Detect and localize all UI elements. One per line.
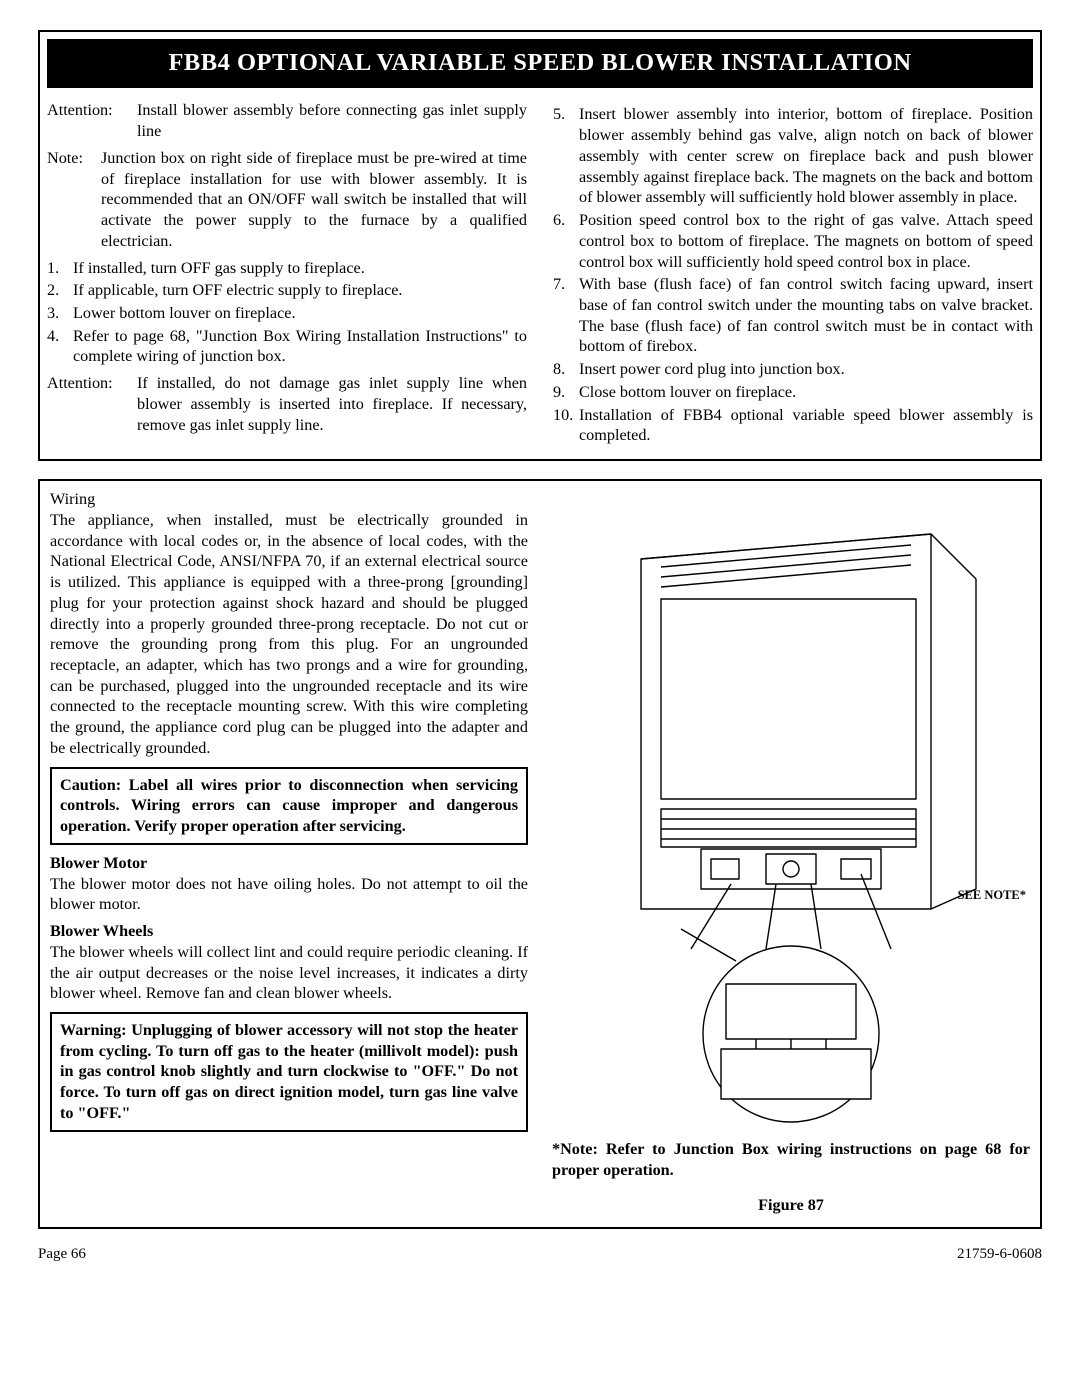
step-text: Installation of FBB4 optional variable s…	[579, 405, 1033, 446]
wiring-body: The appliance, when installed, must be e…	[50, 510, 528, 759]
step-number: 4.	[47, 326, 73, 367]
left-steps-list: 1.If installed, turn OFF gas supply to f…	[47, 258, 527, 368]
step-text: Refer to page 68, "Junction Box Wiring I…	[73, 326, 527, 367]
blower-wheels-body: The blower wheels will collect lint and …	[50, 942, 528, 1004]
wiring-heading: Wiring	[50, 489, 528, 510]
step-text: Close bottom louver on fireplace.	[579, 382, 1033, 403]
step-item: 3.Lower bottom louver on fireplace.	[47, 303, 527, 324]
step-number: 9.	[553, 382, 579, 403]
step-text: If applicable, turn OFF electric supply …	[73, 280, 527, 301]
step-item: 9.Close bottom louver on fireplace.	[553, 382, 1033, 403]
warning-box: Warning: Unplugging of blower accessory …	[50, 1012, 528, 1132]
step-text: Insert power cord plug into junction box…	[579, 359, 1033, 380]
doc-number: 21759-6-0608	[957, 1245, 1042, 1264]
attention2-text: If installed, do not damage gas inlet su…	[137, 373, 527, 435]
page-number: Page 66	[38, 1245, 86, 1264]
step-number: 6.	[553, 210, 579, 272]
blower-motor-head: Blower Motor	[50, 853, 528, 874]
attention-label: Attention:	[47, 100, 137, 141]
step-text: With base (flush face) of fan control sw…	[579, 274, 1033, 357]
left-column: Attention: Install blower assembly befor…	[47, 100, 527, 452]
instructions-columns: Attention: Install blower assembly befor…	[47, 100, 1033, 452]
right-column: 5.Insert blower assembly into interior, …	[553, 100, 1033, 452]
step-text: Position speed control box to the right …	[579, 210, 1033, 272]
attention2-label: Attention:	[47, 373, 137, 435]
attention-2: Attention: If installed, do not damage g…	[47, 373, 527, 435]
step-number: 1.	[47, 258, 73, 279]
caution-box: Caution: Label all wires prior to discon…	[50, 767, 528, 845]
step-item: 10.Installation of FBB4 optional variabl…	[553, 405, 1033, 446]
blower-motor-body: The blower motor does not have oiling ho…	[50, 874, 528, 915]
step-number: 3.	[47, 303, 73, 324]
step-number: 10.	[553, 405, 579, 446]
fireplace-diagram	[561, 489, 1021, 1129]
step-text: If installed, turn OFF gas supply to fir…	[73, 258, 527, 279]
step-item: 6.Position speed control box to the righ…	[553, 210, 1033, 272]
section-2: Wiring The appliance, when installed, mu…	[38, 479, 1042, 1229]
step-number: 8.	[553, 359, 579, 380]
step-text: Lower bottom louver on fireplace.	[73, 303, 527, 324]
note-block: Note: Junction box on right side of fire…	[47, 148, 527, 252]
step-number: 5.	[553, 104, 579, 208]
step-item: 8.Insert power cord plug into junction b…	[553, 359, 1033, 380]
blower-wheels-head: Blower Wheels	[50, 921, 528, 942]
step-item: 2.If applicable, turn OFF electric suppl…	[47, 280, 527, 301]
step-number: 7.	[553, 274, 579, 357]
title-banner: FBB4 OPTIONAL VARIABLE SPEED BLOWER INST…	[47, 39, 1033, 88]
figure-note: *Note: Refer to Junction Box wiring inst…	[552, 1139, 1030, 1180]
step-item: 5.Insert blower assembly into interior, …	[553, 104, 1033, 208]
see-note-label: SEE NOTE*	[958, 887, 1026, 903]
step-item: 7.With base (flush face) of fan control …	[553, 274, 1033, 357]
attention-1: Attention: Install blower assembly befor…	[47, 100, 527, 141]
note-text: Junction box on right side of fireplace …	[101, 148, 527, 252]
right-steps-list: 5.Insert blower assembly into interior, …	[553, 104, 1033, 446]
note-label: Note:	[47, 148, 101, 252]
section-1: FBB4 OPTIONAL VARIABLE SPEED BLOWER INST…	[38, 30, 1042, 461]
step-number: 2.	[47, 280, 73, 301]
step-item: 1.If installed, turn OFF gas supply to f…	[47, 258, 527, 279]
page-footer: Page 66 21759-6-0608	[38, 1245, 1042, 1264]
wiring-column: Wiring The appliance, when installed, mu…	[50, 489, 528, 1215]
figure-column: SEE NOTE* *Note: Refer to Junction Box w…	[552, 489, 1030, 1215]
figure-label: Figure 87	[552, 1195, 1030, 1216]
attention-text: Install blower assembly before connectin…	[137, 100, 527, 141]
step-item: 4.Refer to page 68, "Junction Box Wiring…	[47, 326, 527, 367]
step-text: Insert blower assembly into interior, bo…	[579, 104, 1033, 208]
